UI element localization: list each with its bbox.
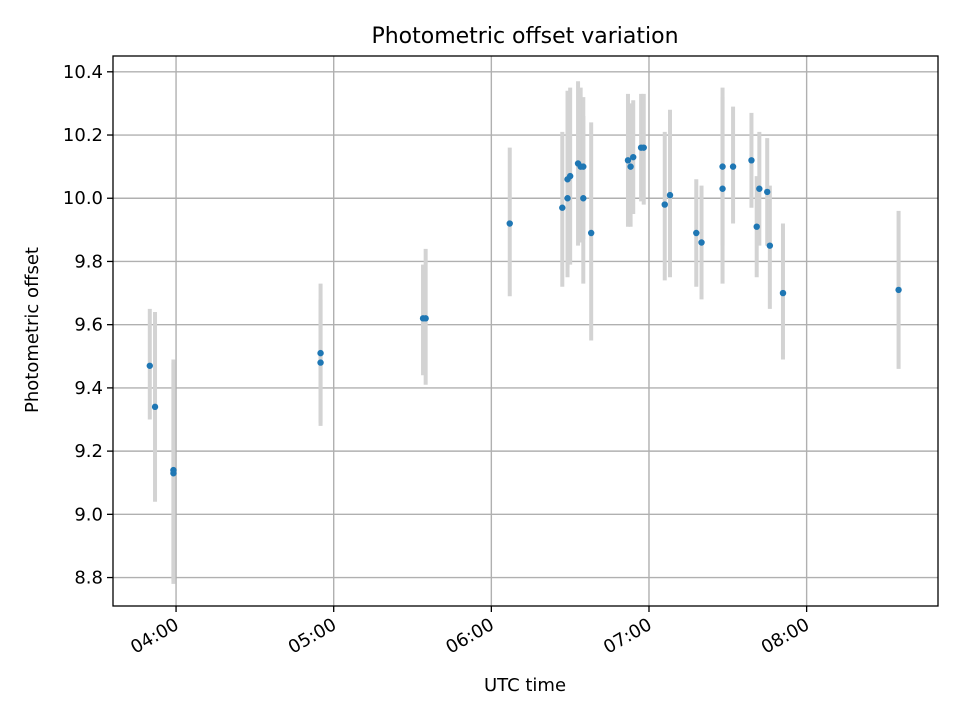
data-point: [764, 188, 771, 196]
data-points: [146, 144, 902, 477]
data-point: [564, 195, 571, 202]
y-tick-label: 8.8: [74, 568, 103, 589]
data-point: [748, 157, 755, 164]
y-tick-label: 9.6: [74, 315, 103, 336]
data-point: [756, 185, 763, 192]
data-point: [422, 315, 429, 322]
data-point: [666, 191, 674, 199]
data-point: [753, 223, 760, 230]
data-point: [624, 157, 632, 164]
data-point: [580, 195, 587, 202]
grid-lines: [113, 56, 938, 606]
data-point: [698, 239, 705, 246]
plot-frame: [112, 55, 939, 607]
data-point: [317, 349, 324, 357]
data-point: [559, 204, 566, 211]
data-point: [566, 172, 574, 180]
data-point: [779, 289, 787, 297]
y-tick-label: 10.0: [63, 188, 103, 209]
data-point: [693, 229, 700, 237]
data-point: [580, 163, 587, 170]
data-point: [895, 286, 902, 294]
y-axis-label: Photometric offset: [22, 247, 43, 413]
data-point: [506, 220, 513, 227]
data-point: [627, 163, 634, 170]
y-tick-label: 9.8: [74, 251, 103, 272]
y-tick-label: 10.2: [63, 125, 103, 146]
y-tick-label: 9.2: [74, 441, 103, 462]
y-tick-label: 9.0: [74, 504, 103, 525]
data-point: [729, 163, 737, 170]
y-tick-label: 10.4: [63, 62, 103, 83]
data-point: [151, 403, 159, 411]
x-axis-label: UTC time: [484, 675, 566, 696]
y-axis-ticks: 8.8 9.0 9.2 9.4 9.6 9.8 10.0 10.2 10.4: [63, 62, 113, 589]
data-point: [661, 201, 668, 208]
data-point: [719, 185, 726, 192]
data-point: [630, 153, 637, 161]
data-point: [719, 163, 726, 170]
chart-title: Photometric offset variation: [371, 24, 678, 49]
data-point: [766, 242, 774, 249]
y-tick-label: 9.4: [74, 378, 103, 399]
data-point: [146, 362, 153, 369]
data-point: [170, 470, 177, 477]
data-point: [587, 229, 595, 237]
data-point: [317, 359, 324, 366]
data-point: [640, 144, 647, 151]
